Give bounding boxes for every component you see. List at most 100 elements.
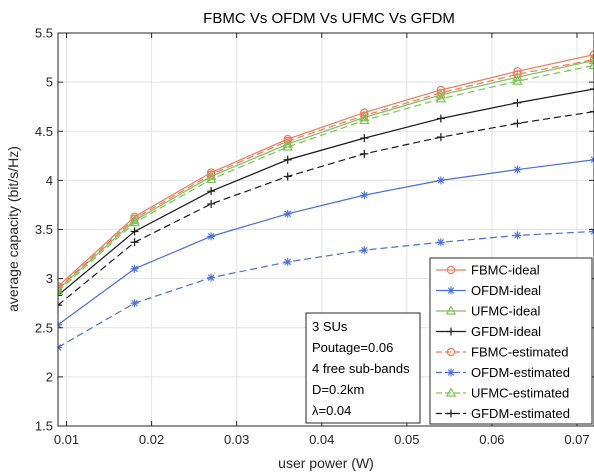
data-point bbox=[436, 238, 445, 247]
data-point bbox=[283, 136, 292, 146]
legend: FBMC-ideal OFDM-ideal UFMC-ideal GFDM-ideal… bbox=[429, 257, 593, 425]
legend-item: FBMC-estimated bbox=[436, 345, 569, 360]
annotation-line-4: D=0.2km bbox=[312, 382, 364, 397]
legend-label: UFMC-ideal bbox=[471, 304, 540, 319]
data-point bbox=[282, 138, 293, 148]
legend-label: GFDM-estimated bbox=[471, 406, 570, 421]
data-point bbox=[58, 285, 64, 295]
data-point bbox=[513, 231, 522, 240]
data-point bbox=[359, 114, 370, 125]
data-point bbox=[513, 165, 522, 174]
legend-marker bbox=[446, 265, 456, 275]
y-tick-label: 5.5 bbox=[35, 26, 53, 41]
plot-area: 0.01 0.02 0.03 0.04 0.05 0.06 0.07 1.5 2 2.5 3 3.5… bbox=[35, 26, 594, 447]
legend-label: GFDM-ideal bbox=[471, 324, 541, 339]
data-point bbox=[130, 299, 139, 308]
data-point bbox=[513, 98, 522, 107]
series-layer bbox=[58, 50, 594, 352]
data-point bbox=[435, 93, 447, 103]
data-point bbox=[590, 107, 594, 116]
legend-frame bbox=[429, 257, 593, 425]
y-tick-label: 4 bbox=[46, 173, 53, 188]
data-point bbox=[283, 257, 292, 266]
data-point bbox=[512, 71, 523, 81]
data-point bbox=[436, 114, 445, 123]
legend-label: FBMC-ideal bbox=[471, 263, 540, 278]
legend-item: UFMC-ideal bbox=[436, 304, 540, 319]
y-axis: 1.5 2 2.5 3 3.5 4 4.5 5 5.5 bbox=[35, 26, 594, 434]
legend-marker bbox=[447, 327, 455, 336]
data-point bbox=[283, 172, 292, 181]
series-gfdm-ideal bbox=[58, 85, 594, 300]
series-line bbox=[58, 159, 594, 326]
y-tick-label: 2.5 bbox=[35, 320, 53, 335]
series-line bbox=[58, 59, 594, 290]
data-point bbox=[207, 232, 216, 241]
data-point bbox=[589, 50, 594, 59]
legend-marker bbox=[447, 409, 455, 418]
x-tick-label: 0.02 bbox=[139, 432, 164, 447]
x-tick-label: 0.01 bbox=[54, 432, 79, 447]
series-line bbox=[58, 111, 594, 306]
legend-marker bbox=[447, 286, 455, 295]
legend-item: OFDM-ideal bbox=[436, 283, 541, 298]
data-point bbox=[207, 187, 216, 196]
legend-marker bbox=[447, 368, 455, 377]
series-gfdm-estimated bbox=[58, 107, 594, 310]
legend-item: FBMC-ideal bbox=[436, 263, 540, 278]
x-axis-label: user power (W) bbox=[278, 455, 374, 471]
series-ofdm-estimated bbox=[58, 227, 594, 352]
series-line bbox=[58, 54, 594, 287]
legend-marker bbox=[446, 347, 456, 357]
data-point bbox=[130, 238, 139, 247]
legend-marker bbox=[445, 387, 457, 397]
y-tick-label: 2 bbox=[46, 369, 53, 384]
y-tick-label: 1.5 bbox=[35, 419, 53, 434]
annotation-line-3: 4 free sub-bands bbox=[312, 361, 410, 376]
legend-item: OFDM-estimated bbox=[436, 365, 570, 380]
data-point bbox=[360, 149, 369, 158]
data-point bbox=[588, 59, 594, 70]
series-line bbox=[58, 230, 594, 348]
data-point bbox=[360, 246, 369, 255]
data-point bbox=[207, 273, 216, 282]
chart-title: FBMC Vs OFDM Vs UFMC Vs GFDM bbox=[203, 10, 455, 27]
data-point bbox=[436, 176, 445, 185]
data-point bbox=[512, 75, 523, 85]
data-point bbox=[58, 301, 62, 310]
data-point bbox=[129, 216, 140, 227]
series-line bbox=[58, 88, 594, 296]
data-point bbox=[360, 191, 369, 200]
data-point bbox=[360, 111, 369, 120]
series-ufmc-estimated bbox=[58, 59, 594, 295]
legend-marker bbox=[445, 305, 457, 315]
annotation-line-1: 3 SUs bbox=[312, 319, 348, 334]
legend-label: OFDM-ideal bbox=[471, 283, 541, 298]
data-point bbox=[436, 88, 446, 98]
data-point bbox=[130, 227, 139, 236]
x-axis: 0.01 0.02 0.03 0.04 0.05 0.06 0.07 bbox=[54, 33, 590, 447]
legend-item: GFDM-estimated bbox=[436, 406, 570, 421]
annotation-box: 3 SUs Poutage=0.06 4 free sub-bands D=0.… bbox=[305, 312, 421, 424]
legend-label: FBMC-estimated bbox=[471, 345, 569, 360]
annotation-frame bbox=[305, 312, 421, 424]
data-point bbox=[588, 54, 594, 65]
legend-item: GFDM-ideal bbox=[436, 324, 541, 339]
x-tick-label: 0.06 bbox=[479, 432, 504, 447]
y-tick-label: 5 bbox=[46, 75, 53, 90]
y-tick-label: 4.5 bbox=[35, 124, 53, 139]
data-point bbox=[283, 155, 292, 164]
data-point bbox=[436, 133, 445, 142]
data-point bbox=[207, 199, 216, 208]
series-ofdm-ideal bbox=[58, 155, 594, 329]
data-point bbox=[58, 291, 62, 300]
data-point bbox=[205, 173, 217, 183]
x-tick-label: 0.03 bbox=[224, 432, 249, 447]
x-tick-label: 0.07 bbox=[564, 432, 589, 447]
annotation-line-5: λ=0.04 bbox=[312, 403, 351, 418]
series-line bbox=[58, 58, 594, 289]
data-point bbox=[590, 85, 594, 94]
legend-label: UFMC-estimated bbox=[471, 386, 569, 401]
x-tick-label: 0.05 bbox=[394, 432, 419, 447]
legend-label: OFDM-estimated bbox=[471, 365, 570, 380]
